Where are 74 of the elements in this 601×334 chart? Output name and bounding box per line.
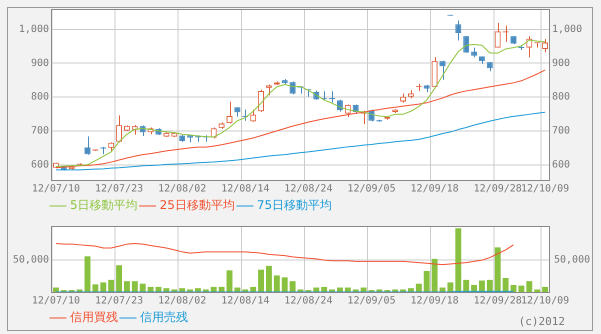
x-tick-label: 12/09/18 — [410, 184, 459, 195]
x-tick-label: 12/10/09 — [520, 184, 570, 195]
candlestick — [440, 60, 446, 80]
candlestick — [108, 142, 114, 152]
candlestick — [266, 84, 272, 96]
bar — [424, 270, 430, 292]
y2-tick-label: 800 — [552, 92, 570, 103]
legend-label: 75日移動平均 — [256, 198, 332, 212]
bar — [132, 281, 138, 292]
legend-label: 5日移動平均 — [70, 198, 138, 212]
bar — [416, 284, 422, 292]
y-tick-label: 1,000 — [18, 24, 49, 35]
bar — [510, 284, 516, 292]
x-tick-label: 12/08/24 — [284, 184, 332, 195]
candlestick — [84, 136, 90, 156]
x-tick-label: 12/07/10 — [32, 184, 80, 195]
legend-label: 信用売残 — [140, 310, 188, 324]
legend-label: 25日移動平均 — [160, 198, 235, 212]
y-tick-label: 600 — [30, 159, 49, 170]
x-tick-label: 12/08/24 — [284, 296, 332, 307]
bar — [502, 278, 509, 292]
x-tick-label: 12/08/02 — [158, 184, 206, 195]
bar — [486, 280, 493, 292]
bar — [140, 284, 146, 292]
y2-tick-label: 700 — [552, 125, 570, 136]
x-tick-label: 12/08/14 — [221, 184, 270, 195]
x-tick-label: 12/09/05 — [347, 296, 396, 307]
y-tick-label: 50,000 — [12, 254, 49, 266]
x-tick-label: 12/07/10 — [32, 296, 80, 307]
candlestick — [116, 114, 122, 143]
bar — [116, 265, 122, 292]
bar — [258, 270, 264, 292]
bar — [274, 275, 280, 292]
bar — [478, 280, 485, 292]
candlestick — [258, 89, 264, 112]
bar — [124, 281, 130, 292]
bar — [455, 228, 462, 292]
bar — [542, 286, 548, 292]
bar — [447, 282, 454, 292]
y-tick-label: 800 — [30, 92, 49, 103]
bar — [266, 266, 272, 292]
candlestick — [329, 90, 336, 103]
bar — [432, 258, 438, 292]
candlestick — [471, 47, 478, 58]
y-tick-label: 900 — [30, 58, 49, 69]
bar — [108, 280, 114, 292]
bar — [534, 289, 540, 292]
y2-tick-label: 1,000 — [552, 24, 582, 35]
y2-tick-label: 900 — [552, 58, 570, 69]
candlestick — [455, 20, 462, 41]
bar — [518, 286, 524, 292]
bar — [463, 280, 470, 292]
x-tick-label: 12/09/28 — [474, 296, 522, 307]
legend-label: 信用買残 — [70, 310, 118, 324]
x-tick-label: 12/08/14 — [221, 296, 270, 307]
bar — [290, 281, 296, 292]
x-tick-label: 12/07/23 — [94, 296, 144, 307]
text: 50,000 — [554, 254, 590, 266]
text: (c)2012 — [518, 315, 565, 328]
y2-tick-label: 600 — [552, 159, 570, 170]
y-tick-label: 700 — [30, 125, 49, 136]
x-tick-label: 12/07/23 — [94, 184, 144, 195]
x-tick-label: 12/09/18 — [410, 296, 459, 307]
bar — [526, 281, 532, 292]
bar — [226, 270, 232, 292]
x-tick-label: 12/09/28 — [474, 184, 522, 195]
candlestick — [290, 80, 296, 95]
bar — [52, 288, 59, 292]
candlestick — [432, 56, 438, 88]
x-tick-label: 12/08/02 — [158, 296, 206, 307]
bar — [84, 256, 90, 292]
bar — [92, 284, 98, 292]
x-tick-label: 12/09/05 — [347, 184, 396, 195]
x-tick-label: 12/10/09 — [520, 296, 570, 307]
